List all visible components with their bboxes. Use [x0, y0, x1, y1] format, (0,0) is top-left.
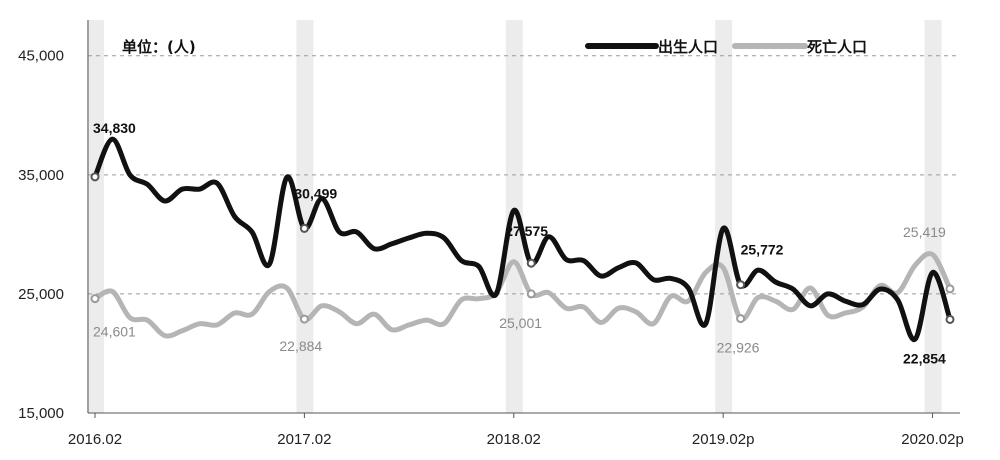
- marker-point-birth: [736, 280, 746, 290]
- y-tick-label: 15,000: [18, 405, 64, 422]
- x-tick-label: 2019.02p: [692, 431, 755, 448]
- axes: [87, 20, 960, 414]
- marker-point-death: [736, 314, 746, 324]
- data-label-death: 22,926: [717, 340, 760, 356]
- x-tick-label: 2017.02: [277, 431, 331, 448]
- marker-point-birth: [945, 314, 955, 324]
- marker-point-birth: [299, 223, 309, 233]
- highlight-band: [715, 20, 733, 413]
- y-tick-label: 35,000: [18, 167, 64, 184]
- data-label-birth: 25,772: [741, 242, 784, 258]
- marker-point-birth: [526, 258, 536, 268]
- data-label-death: 25,419: [903, 224, 946, 240]
- y-tick-label: 45,000: [18, 48, 64, 65]
- unit-label: 单位：(人): [122, 38, 196, 56]
- data-label-birth: 30,499: [294, 185, 337, 201]
- highlight-band: [505, 20, 523, 413]
- legend-label-death: 死亡人口: [807, 38, 867, 56]
- series-line-death: [92, 251, 953, 339]
- data-label-birth: 27,575: [505, 223, 548, 239]
- y-tick-label: 25,000: [18, 286, 64, 303]
- y-tick-labels: 45,000 35,000 25,000 15,000: [18, 48, 64, 422]
- data-label-birth: 34,830: [93, 120, 136, 136]
- highlight-band: [87, 20, 104, 413]
- series-line-birth: [92, 136, 953, 342]
- highlight-bands: [87, 20, 942, 413]
- marker-point-death: [299, 314, 309, 324]
- data-label-death: 22,884: [279, 338, 322, 354]
- x-tick-label: 2020.02p: [901, 431, 964, 448]
- marker-points: [90, 172, 955, 324]
- data-label-birth: 22,854: [903, 350, 946, 366]
- data-label-death: 24,601: [93, 324, 136, 340]
- legend: 出生人口 死亡人口: [585, 38, 867, 56]
- data-labels: 34,830 30,499 27,575 25,772 22,854 24,601 22,8…: [93, 120, 946, 367]
- x-tick-label: 2018.02: [487, 431, 541, 448]
- data-label-death: 25,001: [499, 315, 542, 331]
- x-tick-label: 2016.02: [68, 431, 122, 448]
- gridlines: [88, 55, 960, 295]
- highlight-band: [924, 20, 942, 413]
- x-tick-labels: 2016.02 2017.02 2018.02 2019.02p 2020.02p: [68, 413, 964, 448]
- legend-label-birth: 出生人口: [658, 38, 718, 56]
- marker-point-death: [945, 284, 955, 294]
- marker-point-birth: [90, 172, 100, 182]
- marker-point-death: [90, 294, 100, 304]
- series-lines: [92, 136, 953, 342]
- marker-point-death: [526, 289, 536, 299]
